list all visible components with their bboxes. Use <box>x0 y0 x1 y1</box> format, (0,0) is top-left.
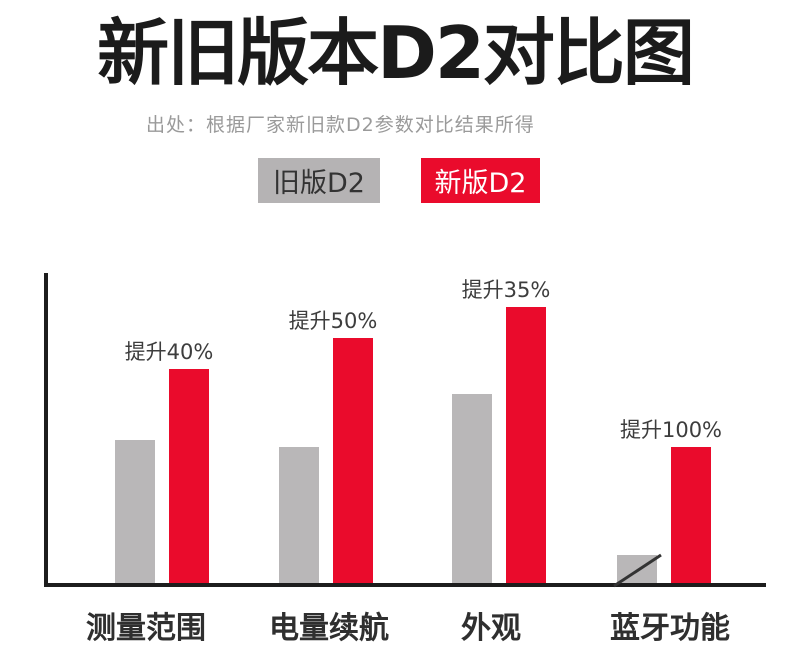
improvement-label: 提升50% <box>288 309 378 333</box>
bar-old-1 <box>115 440 155 583</box>
bar-new-2 <box>333 338 373 583</box>
legend-old-badge: 旧版D2 <box>258 158 380 203</box>
improvement-label: 提升100% <box>619 418 723 442</box>
source-note: 出处：根据厂家新旧款D2参数对比结果所得 <box>146 114 535 136</box>
bar-new-1 <box>169 369 209 583</box>
category-label: 测量范围 <box>86 611 206 646</box>
page-title: 新旧版本D2对比图 <box>97 11 695 95</box>
x-axis-line <box>44 583 766 587</box>
improvement-label: 提升35% <box>461 278 551 302</box>
bar-old-2 <box>279 447 319 583</box>
improvement-label: 提升40% <box>124 340 214 364</box>
bar-old-3 <box>452 394 492 583</box>
category-label: 蓝牙功能 <box>610 611 730 646</box>
category-label: 外观 <box>461 611 521 646</box>
y-axis-line <box>44 273 48 587</box>
legend-old-label: 旧版D2 <box>273 168 365 199</box>
legend-new-label: 新版D2 <box>434 168 527 199</box>
category-label: 电量续航 <box>269 611 389 646</box>
legend-new-badge: 新版D2 <box>421 158 540 203</box>
bar-new-3 <box>506 307 546 583</box>
strikethrough-line-icon <box>613 553 662 588</box>
bar-new-4 <box>671 447 711 583</box>
